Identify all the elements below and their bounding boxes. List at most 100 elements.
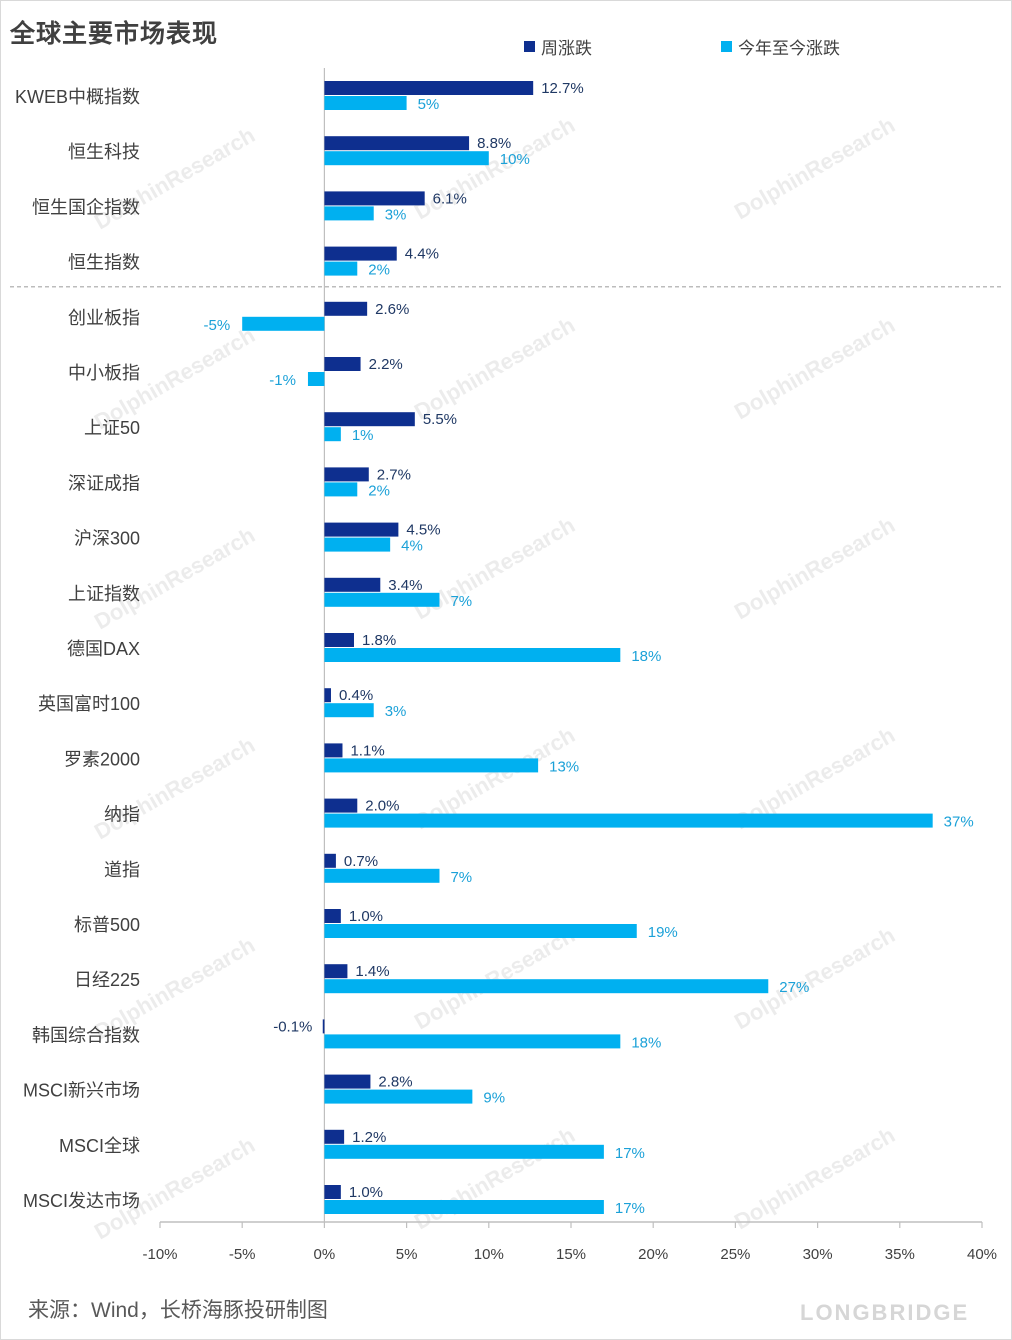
data-label-weekly: 0.7% [344,853,378,870]
legend-ytd-label: 今年至今涨跌 [738,39,840,58]
bar-weekly [324,633,354,647]
data-label-weekly: 5.5% [423,411,457,428]
x-tick-label: 25% [720,1246,750,1263]
category-label: KWEB中概指数 [15,87,140,107]
bar-weekly [324,909,341,923]
watermark-text: DolphinResearch [410,922,579,1034]
chart-title: 全球主要市场表现 [10,20,219,48]
bar-ytd [324,96,407,110]
data-label-ytd: 1% [352,427,374,444]
category-label: 英国富时100 [38,694,140,714]
bar-ytd [324,1200,604,1214]
x-tick-label: 15% [556,1246,586,1263]
data-label-weekly: 1.1% [350,742,384,759]
x-tick-label: 35% [885,1246,915,1263]
category-label: 日经225 [74,970,140,990]
category-label: 深证成指 [68,473,140,493]
watermark-text: DolphinResearch [730,112,899,224]
category-label: 沪深300 [74,529,140,549]
bar-weekly [324,412,415,427]
data-label-weekly: -0.1% [273,1018,312,1035]
bar-weekly [324,1185,341,1199]
data-label-weekly: 1.8% [362,632,396,649]
bar-ytd [324,924,637,938]
bar-weekly [324,577,381,592]
brand-watermark: LONGBRIDGE [800,1300,970,1325]
category-label: 韩国综合指数 [32,1025,140,1045]
category-label: 标普500 [74,915,140,935]
category-label: 创业板指 [68,308,140,328]
bar-ytd [324,206,374,221]
bar-weekly [324,467,369,482]
data-label-ytd: 2% [368,262,390,279]
data-label-weekly: 1.2% [352,1129,386,1146]
x-tick-label: 5% [396,1246,418,1263]
watermark-text: DolphinResearch [730,512,899,624]
legend-ytd: 今年至今涨跌 [721,34,840,59]
data-label-ytd: 3% [385,206,407,223]
source-note: 来源：Wind，长桥海豚投研制图 [28,1299,328,1322]
category-label: MSCI新兴市场 [23,1081,140,1101]
bar-ytd [242,316,325,331]
data-label-weekly: 2.2% [369,356,403,373]
watermark-text: DolphinResearch [410,1122,579,1234]
x-tick-label: -5% [229,1246,256,1263]
bar-weekly [324,246,397,261]
category-label: 恒生指数 [68,253,140,273]
data-label-weekly: 1.0% [349,908,383,925]
bar-weekly [324,853,336,868]
x-tick-label: 0% [314,1246,336,1263]
legend-weekly-swatch [524,41,535,52]
data-label-weekly: 2.8% [378,1074,412,1091]
bar-ytd [324,151,489,166]
bar-weekly [322,1019,325,1034]
bar-ytd [324,758,539,773]
category-label: MSCI全球 [59,1136,140,1156]
bar-ytd [324,813,933,828]
data-label-weekly: 6.1% [433,190,467,207]
category-label: 恒生科技 [68,142,140,162]
data-label-ytd: -5% [204,317,231,334]
data-label-weekly: 4.5% [406,522,440,539]
data-label-ytd: 7% [450,869,472,886]
bar-weekly [324,688,331,703]
data-label-ytd: -1% [269,372,296,389]
data-label-ytd: 5% [418,96,440,113]
data-label-weekly: 0.4% [339,687,373,704]
bar-weekly [324,136,470,151]
bar-weekly [324,191,425,206]
bar-ytd [324,537,391,552]
watermark-text: DolphinResearch [730,312,899,424]
bar-ytd [324,592,440,607]
bar-ytd [324,1034,621,1049]
bar-ytd [324,427,341,442]
data-label-weekly: 1.0% [349,1184,383,1201]
bar-weekly [324,743,343,758]
legend-ytd-swatch [721,41,732,52]
bar-weekly [324,1074,371,1089]
category-label: 中小板指 [68,363,140,383]
bar-ytd [324,868,440,883]
x-tick-label: -10% [142,1246,177,1263]
data-label-ytd: 17% [615,1200,645,1217]
data-label-ytd: 2% [368,482,390,499]
data-label-ytd: 19% [648,924,678,941]
bar-weekly [324,81,534,95]
watermark-text: DolphinResearch [730,922,899,1034]
x-tick-label: 40% [967,1246,997,1263]
watermark-text: DolphinResearch [410,112,579,224]
bar-weekly [324,798,358,813]
category-label: 纳指 [104,805,140,825]
bar-ytd [324,1144,604,1159]
category-label: 罗素2000 [64,749,140,769]
bar-weekly [324,301,368,316]
bar-ytd [324,979,769,994]
data-label-weekly: 1.4% [355,963,389,980]
bar-weekly [324,522,399,537]
watermark-text: DolphinResearch [410,312,579,424]
category-label: 恒生国企指数 [32,197,140,217]
category-label: 德国DAX [67,639,140,659]
bar-weekly [324,357,361,371]
legend-weekly: 周涨跌 [524,34,592,59]
